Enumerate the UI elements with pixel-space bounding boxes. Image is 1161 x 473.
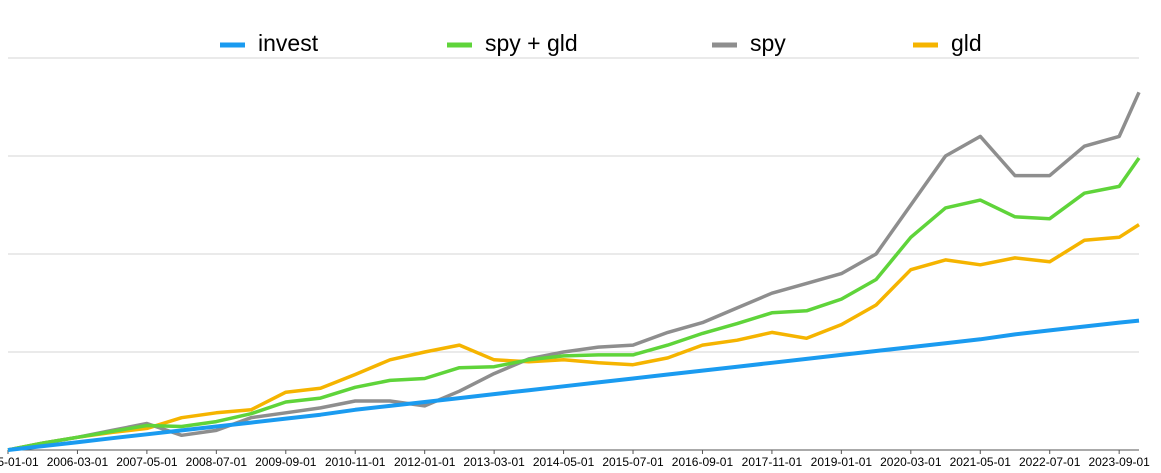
x-tick-label: 2016-09-01 [672, 455, 734, 469]
x-tick-label: 2009-09-01 [255, 455, 317, 469]
x-tick-label: 2008-07-01 [186, 455, 248, 469]
x-tick-label: 2021-05-01 [950, 455, 1012, 469]
x-tick-label: 2005-01-01 [0, 455, 39, 469]
x-tick-label: 2023-09-01 [1088, 455, 1150, 469]
x-tick-label: 2015-07-01 [602, 455, 664, 469]
series-line [7, 223, 1140, 452]
x-tick-label: 2007-05-01 [116, 455, 178, 469]
x-tick-label: 2006-03-01 [47, 455, 109, 469]
legend-label: gld [951, 30, 982, 56]
x-tick-label: 2010-11-01 [325, 455, 386, 469]
legend-label: spy + gld [485, 30, 578, 56]
series-line [7, 91, 1141, 452]
series-line [7, 156, 1141, 452]
x-tick-label: 2022-07-01 [1019, 455, 1081, 469]
x-tick-label: 2019-01-01 [811, 455, 873, 469]
legend-label: invest [258, 30, 319, 56]
x-tick-label: 2014-05-01 [533, 455, 595, 469]
x-tick-label: 2017-11-01 [742, 455, 803, 469]
x-tick-label: 2012-01-01 [394, 455, 456, 469]
legend-label: spy [750, 30, 786, 56]
x-tick-label: 2013-03-01 [463, 455, 525, 469]
x-tick-label: 2020-03-01 [880, 455, 942, 469]
series-line [7, 318, 1140, 452]
